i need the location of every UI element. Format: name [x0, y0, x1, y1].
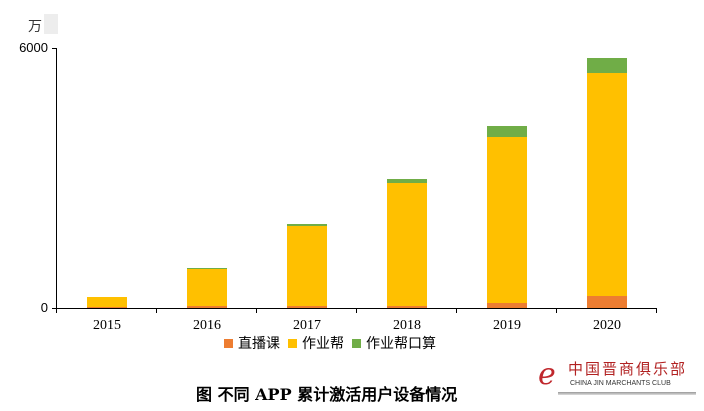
- x-axis-tick: [456, 308, 457, 313]
- x-axis-tick: [256, 308, 257, 313]
- bar-segment: [587, 295, 627, 308]
- x-axis-tick: [156, 308, 157, 313]
- legend-item-kousuan: 作业帮口算: [352, 333, 436, 353]
- legend-label: 直播课: [238, 336, 280, 352]
- watermark-logo: e 中国晋商俱乐部 CHINA JIN MARCHANTS CLUB: [538, 358, 698, 402]
- legend-item-zhiboke: 直播课: [224, 333, 280, 353]
- x-axis-tick: [56, 308, 57, 313]
- logo-en-text: CHINA JIN MARCHANTS CLUB: [570, 380, 671, 387]
- bar-segment: [587, 57, 627, 73]
- bar-segment: [587, 72, 627, 296]
- legend-swatch-orange: [224, 338, 233, 348]
- legend: 直播课 作业帮 作业帮口算: [224, 333, 444, 353]
- bar-segment: [487, 126, 527, 138]
- bar-segment: [187, 306, 227, 308]
- bar-segment: [87, 307, 127, 308]
- y-tick-6000: 6000: [19, 40, 48, 55]
- x-tick-label: 2017: [293, 318, 321, 333]
- y-axis-unit-label: 万: [28, 19, 42, 35]
- logo-underline: [558, 392, 696, 395]
- bar-segment: [487, 303, 527, 308]
- bar-segment: [87, 296, 127, 308]
- legend-label: 作业帮: [302, 336, 344, 352]
- bar-segment: [287, 223, 327, 226]
- logo-cn-text: 中国晋商俱乐部: [568, 360, 688, 378]
- y-axis-line: [56, 48, 57, 309]
- x-tick-label: 2018: [393, 318, 421, 333]
- y-axis-tick-zero: [52, 308, 57, 309]
- x-tick-label: 2020: [593, 318, 621, 333]
- bar-segment: [287, 306, 327, 308]
- legend-swatch-yellow: [288, 338, 297, 348]
- bar-segment: [387, 178, 427, 183]
- x-axis-tick: [356, 308, 357, 313]
- bar-segment: [387, 305, 427, 308]
- x-tick-label: 2016: [193, 318, 221, 333]
- unit-blur-patch: [44, 14, 58, 34]
- bar-segment: [387, 182, 427, 306]
- bar-segment: [487, 137, 527, 303]
- legend-swatch-green: [352, 338, 361, 348]
- y-tick-0: 0: [40, 300, 48, 315]
- legend-label: 作业帮口算: [366, 336, 436, 352]
- legend-item-zuoyebang: 作业帮: [288, 333, 344, 353]
- bar-segment: [187, 268, 227, 307]
- y-axis-tick-top: [52, 48, 57, 49]
- figure-caption: 图 不同 APP 累计激活用户设备情况: [196, 385, 458, 404]
- x-tick-label: 2015: [93, 318, 121, 333]
- bar-segment: [287, 225, 327, 307]
- x-tick-label: 2019: [493, 318, 521, 333]
- x-axis-tick: [656, 308, 657, 313]
- logo-e-icon: e: [538, 357, 556, 392]
- x-axis-tick: [556, 308, 557, 313]
